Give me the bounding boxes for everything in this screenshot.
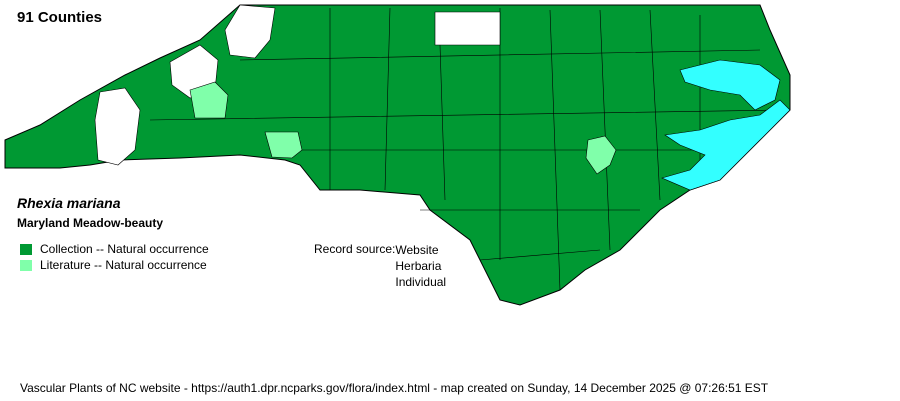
county-absent: [224, 4, 276, 59]
legend-label: Collection -- Natural occurrence: [40, 242, 209, 256]
record-source-value: Website: [395, 243, 439, 257]
legend-swatch: [20, 243, 32, 255]
common-name: Maryland Meadow-beauty: [17, 216, 164, 230]
nc-county-map: [4, 4, 791, 306]
footer-credit: Vascular Plants of NC website - https://…: [20, 381, 769, 395]
county-absent: [94, 87, 141, 166]
sound-water: [679, 59, 781, 111]
county-literature: [264, 131, 303, 159]
legend-label: Literature -- Natural occurrence: [40, 258, 207, 272]
county-count: 91 Counties: [17, 9, 103, 26]
county-literature: [585, 135, 617, 175]
legend-item-collection: Collection -- Natural occurrence: [20, 242, 209, 256]
sound-water: [661, 99, 791, 191]
scientific-name: Rhexia mariana: [17, 195, 121, 211]
record-source: Record source: Website Herbaria Individu…: [314, 242, 446, 290]
legend-swatch: [20, 259, 32, 271]
county-literature: [189, 81, 229, 119]
record-source-value: Individual: [395, 275, 447, 289]
county-lines: [149, 7, 781, 291]
record-source-label: Record source:: [314, 242, 396, 256]
record-source-value: Herbaria: [395, 259, 442, 273]
legend-item-literature: Literature -- Natural occurrence: [20, 258, 207, 272]
county-absent: [434, 11, 501, 46]
